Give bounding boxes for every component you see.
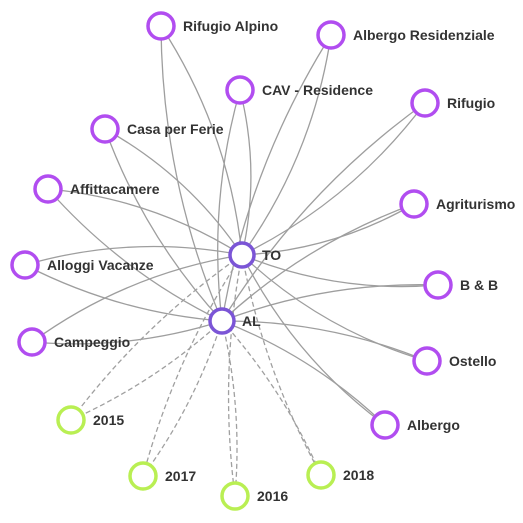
link-al-casa-per-ferie bbox=[104, 128, 223, 322]
link-al-albergo bbox=[221, 320, 386, 426]
link-to-campeggio bbox=[31, 254, 243, 343]
node-y2016[interactable]: 2016 bbox=[220, 481, 288, 511]
node-rifugio[interactable]: Rifugio bbox=[410, 88, 495, 118]
node-circle-albergo-residenziale[interactable] bbox=[316, 20, 346, 50]
node-label-rifugio: Rifugio bbox=[447, 95, 495, 111]
link-al-ostello bbox=[221, 320, 428, 362]
link-to-b-and-b bbox=[241, 254, 439, 288]
node-label-albergo-residenziale: Albergo Residenziale bbox=[353, 27, 495, 43]
link-al-y2016 bbox=[221, 320, 238, 497]
node-label-y2016: 2016 bbox=[257, 488, 288, 504]
node-to[interactable]: TO bbox=[228, 241, 281, 269]
node-albergo-residenziale[interactable]: Albergo Residenziale bbox=[316, 20, 495, 50]
node-circle-b-and-b[interactable] bbox=[423, 270, 453, 300]
node-label-cav-residence: CAV - Residence bbox=[262, 82, 373, 98]
link-al-b-and-b bbox=[221, 284, 439, 322]
node-label-agriturismo: Agriturismo bbox=[436, 196, 515, 212]
node-agriturismo[interactable]: Agriturismo bbox=[399, 189, 515, 219]
node-albergo[interactable]: Albergo bbox=[370, 410, 460, 440]
node-label-casa-per-ferie: Casa per Ferie bbox=[127, 121, 224, 137]
node-circle-rifugio-alpino[interactable] bbox=[146, 11, 176, 41]
node-label-al: AL bbox=[242, 313, 261, 329]
node-circle-cav-residence[interactable] bbox=[225, 75, 255, 105]
link-to-rifugio bbox=[241, 102, 426, 256]
node-label-campeggio: Campeggio bbox=[54, 334, 130, 350]
link-al-y2018 bbox=[221, 320, 322, 476]
link-to-y2016 bbox=[227, 254, 243, 497]
node-campeggio[interactable]: Campeggio bbox=[17, 327, 130, 357]
node-label-to: TO bbox=[262, 247, 281, 263]
node-circle-campeggio[interactable] bbox=[17, 327, 47, 357]
node-label-ostello: Ostello bbox=[449, 353, 496, 369]
node-y2015[interactable]: 2015 bbox=[56, 405, 124, 435]
link-al-alloggi-vacanze bbox=[24, 264, 223, 322]
link-to-affittacamere bbox=[47, 188, 243, 256]
node-circle-albergo[interactable] bbox=[370, 410, 400, 440]
link-to-y2017 bbox=[142, 254, 243, 477]
node-circle-y2018[interactable] bbox=[306, 460, 336, 490]
node-label-albergo: Albergo bbox=[407, 417, 460, 433]
node-b-and-b[interactable]: B & B bbox=[423, 270, 498, 300]
node-affittacamere[interactable]: Affittacamere bbox=[33, 174, 160, 204]
node-circle-agriturismo[interactable] bbox=[399, 189, 429, 219]
node-circle-y2015[interactable] bbox=[56, 405, 86, 435]
link-to-y2015 bbox=[70, 254, 243, 421]
link-to-cav-residence bbox=[239, 89, 252, 256]
node-circle-rifugio[interactable] bbox=[410, 88, 440, 118]
link-to-albergo bbox=[241, 254, 386, 426]
node-label-rifugio-alpino: Rifugio Alpino bbox=[183, 18, 278, 34]
node-circle-ostello[interactable] bbox=[412, 346, 442, 376]
node-y2018[interactable]: 2018 bbox=[306, 460, 374, 490]
node-label-y2017: 2017 bbox=[165, 468, 196, 484]
node-label-b-and-b: B & B bbox=[460, 277, 498, 293]
node-y2017[interactable]: 2017 bbox=[128, 461, 196, 491]
link-al-rifugio-alpino bbox=[160, 25, 223, 322]
node-circle-casa-per-ferie[interactable] bbox=[90, 114, 120, 144]
link-to-ostello bbox=[241, 254, 428, 362]
node-circle-to[interactable] bbox=[228, 241, 256, 269]
node-label-alloggi-vacanze: Alloggi Vacanze bbox=[47, 257, 154, 273]
node-rifugio-alpino[interactable]: Rifugio Alpino bbox=[146, 11, 278, 41]
link-al-y2017 bbox=[142, 320, 223, 477]
node-alloggi-vacanze[interactable]: Alloggi Vacanze bbox=[10, 250, 154, 280]
link-to-alloggi-vacanze bbox=[24, 245, 243, 266]
node-circle-al[interactable] bbox=[208, 307, 236, 335]
node-circle-affittacamere[interactable] bbox=[33, 174, 63, 204]
link-to-agriturismo bbox=[241, 203, 415, 256]
node-circle-alloggi-vacanze[interactable] bbox=[10, 250, 40, 280]
link-al-affittacamere bbox=[47, 188, 223, 322]
link-al-rifugio bbox=[221, 102, 426, 322]
link-al-agriturismo bbox=[221, 203, 415, 322]
node-al[interactable]: AL bbox=[208, 307, 261, 335]
node-label-y2018: 2018 bbox=[343, 467, 374, 483]
link-al-albergo-residenziale bbox=[221, 34, 332, 322]
node-label-y2015: 2015 bbox=[93, 412, 124, 428]
links-layer bbox=[24, 25, 439, 497]
link-al-y2015 bbox=[70, 320, 223, 421]
node-circle-y2017[interactable] bbox=[128, 461, 158, 491]
node-cav-residence[interactable]: CAV - Residence bbox=[225, 75, 373, 105]
node-circle-y2016[interactable] bbox=[220, 481, 250, 511]
link-to-casa-per-ferie bbox=[104, 128, 243, 256]
node-ostello[interactable]: Ostello bbox=[412, 346, 496, 376]
link-to-albergo-residenziale bbox=[241, 34, 332, 256]
nodes-layer: Rifugio Alpino Albergo Residenziale CAV - … bbox=[10, 11, 515, 511]
node-casa-per-ferie[interactable]: Casa per Ferie bbox=[90, 114, 224, 144]
link-to-rifugio-alpino bbox=[160, 25, 243, 256]
node-label-affittacamere: Affittacamere bbox=[70, 181, 160, 197]
